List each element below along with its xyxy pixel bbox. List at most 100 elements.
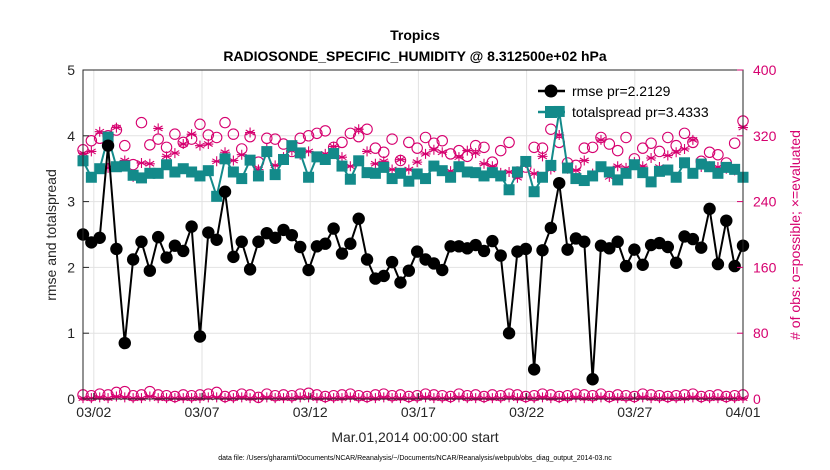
obs-evaluated-point bbox=[153, 123, 164, 134]
obs-possible-point bbox=[712, 148, 724, 161]
obs-evaluated-bottom-point bbox=[278, 393, 289, 404]
obs-evaluated-point bbox=[169, 148, 180, 159]
obs-evaluated-bottom-point bbox=[86, 393, 97, 404]
obs-evaluated-point bbox=[136, 157, 147, 168]
obs-possible-point bbox=[227, 128, 240, 140]
rmse-point bbox=[252, 235, 265, 248]
rmse-point bbox=[110, 242, 123, 256]
rmse-point bbox=[720, 214, 733, 227]
obs-possible-point bbox=[378, 146, 390, 159]
totalspread-point bbox=[361, 167, 373, 179]
rmse-point bbox=[636, 258, 649, 271]
totalspread-point bbox=[369, 167, 381, 179]
obs-evaluated-bottom-point bbox=[211, 392, 222, 403]
totalspread-series bbox=[77, 105, 749, 202]
obs-possible-point bbox=[653, 145, 666, 158]
obs-evaluated-bottom-point bbox=[604, 393, 615, 404]
rmse-point bbox=[703, 202, 716, 216]
totalspread-point bbox=[403, 175, 415, 187]
obs-evaluated-point bbox=[403, 164, 414, 175]
obs-evaluated-point bbox=[103, 162, 114, 173]
obs-evaluated-bottom-point bbox=[453, 392, 464, 403]
totalspread-point bbox=[169, 166, 181, 178]
totalspread-point bbox=[603, 166, 615, 178]
obs-possible-point bbox=[411, 142, 423, 154]
obs-evaluated-point bbox=[203, 139, 214, 150]
totalspread-point bbox=[303, 171, 315, 183]
obs-evaluated-point bbox=[253, 164, 264, 175]
rmse-point bbox=[335, 247, 349, 260]
obs-possible-point bbox=[636, 142, 649, 154]
y-tick-label: 4 bbox=[67, 128, 75, 144]
totalspread-point bbox=[152, 167, 164, 179]
totalspread-point bbox=[236, 173, 248, 185]
rmse-point bbox=[151, 230, 165, 244]
totalspread-point bbox=[495, 170, 507, 182]
obs-evaluated-bottom-point bbox=[512, 393, 523, 404]
obs-evaluated-bottom-point bbox=[220, 393, 231, 404]
totalspread-point bbox=[411, 168, 423, 180]
rmse-point bbox=[285, 228, 299, 242]
obs-evaluated-point bbox=[579, 155, 590, 166]
rmse-point bbox=[218, 185, 232, 198]
totalspread-point bbox=[637, 167, 649, 179]
obs-evaluated-point bbox=[119, 155, 130, 166]
obs-evaluated-bottom-point bbox=[504, 392, 515, 403]
totalspread-point bbox=[612, 174, 624, 186]
axis-ticks: 0 1 2 3 4 5 0 80 160 240 320 400 03/02 03/07 03/12 03/1… bbox=[67, 62, 776, 420]
obs-evaluated-bottom-point bbox=[161, 393, 172, 404]
obs-possible-point bbox=[678, 127, 691, 140]
legend-rmse-label: rmse pr=2.2129 bbox=[572, 83, 671, 99]
totalspread-point bbox=[211, 190, 223, 202]
rmse-point bbox=[101, 139, 115, 152]
rmse-point bbox=[235, 235, 248, 248]
obs-evaluated-bottom-point bbox=[153, 393, 164, 404]
obs-evaluated-bottom-point bbox=[186, 393, 197, 404]
rmse-point bbox=[586, 373, 599, 386]
obs-evaluated-bottom-point bbox=[353, 393, 364, 404]
totalspread-point bbox=[461, 166, 473, 178]
obs-possible-point bbox=[662, 131, 674, 144]
y2-tick-label: 400 bbox=[753, 62, 777, 78]
obs-evaluated-bottom-point bbox=[529, 393, 540, 404]
totalspread-point bbox=[478, 170, 490, 182]
totalspread-point bbox=[194, 170, 206, 182]
obs-evaluated-bottom-point bbox=[362, 393, 373, 404]
obs-possible-point bbox=[478, 141, 490, 154]
totalspread-point bbox=[110, 161, 122, 173]
obs-evaluated-point bbox=[470, 148, 481, 159]
obs-possible-point bbox=[135, 116, 148, 129]
totalspread-point bbox=[503, 184, 515, 196]
obs-evaluated-point bbox=[86, 146, 97, 157]
obs-evaluated-bottom-point bbox=[320, 393, 331, 404]
obs-evaluated-bottom-point bbox=[721, 393, 732, 404]
totalspread-point bbox=[645, 176, 657, 188]
rmse-point bbox=[553, 176, 566, 190]
rmse-point bbox=[93, 231, 106, 244]
obs-possible-point bbox=[419, 131, 432, 144]
x-tick-label: 03/27 bbox=[617, 404, 652, 420]
obs-evaluated-bottom-point bbox=[395, 393, 406, 404]
obs-evaluated-bottom-point bbox=[587, 393, 598, 404]
totalspread-point bbox=[119, 160, 131, 172]
obs-evaluated-bottom-point bbox=[637, 392, 648, 403]
rmse-point bbox=[202, 226, 215, 239]
obs-evaluated-bottom-point bbox=[412, 393, 423, 404]
obs-evaluated-point bbox=[595, 134, 606, 145]
obs-evaluated-bottom-point bbox=[704, 393, 715, 404]
obs-evaluated-bottom-point bbox=[311, 393, 322, 404]
obs-evaluated-point bbox=[345, 161, 356, 172]
obs-evaluated-bottom-point bbox=[479, 393, 490, 404]
x-tick-label: 03/22 bbox=[509, 404, 544, 420]
obs-evaluated-bottom-point bbox=[245, 393, 256, 404]
obs-evaluated-bottom-point bbox=[253, 393, 264, 404]
obs-possible-point bbox=[436, 134, 448, 147]
obs-evaluated-point bbox=[537, 151, 548, 162]
obs-evaluated-bottom-point bbox=[387, 393, 398, 404]
y-tick-label: 3 bbox=[67, 194, 75, 210]
obs-possible-point bbox=[344, 127, 357, 140]
obs-evaluated-point bbox=[328, 141, 339, 152]
obs-possible-point bbox=[302, 130, 315, 142]
obs-evaluated-point bbox=[186, 129, 197, 140]
